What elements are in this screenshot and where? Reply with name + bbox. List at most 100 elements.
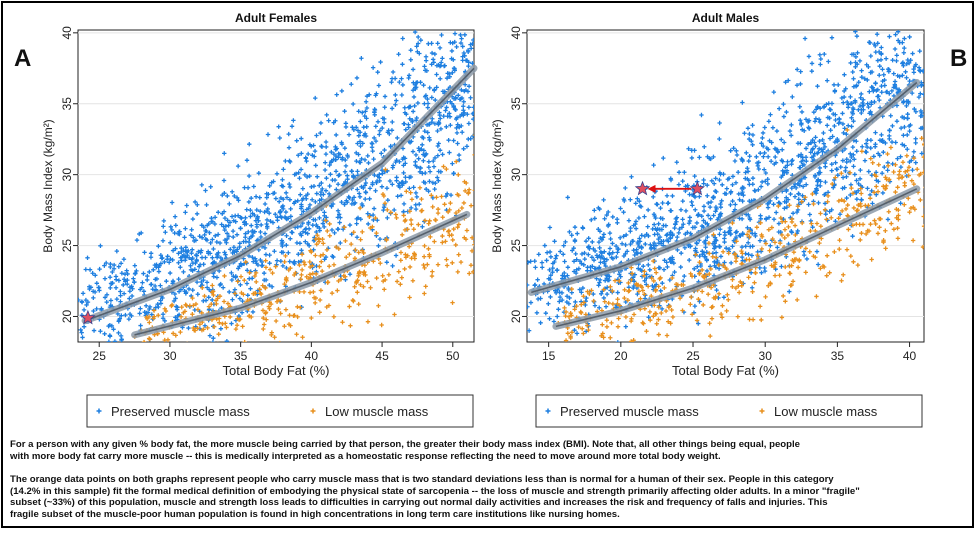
preserved-point	[848, 60, 853, 66]
low-point	[315, 233, 320, 238]
low-point	[464, 228, 470, 233]
preserved-point	[461, 146, 466, 152]
preserved-point	[586, 236, 591, 241]
preserved-point	[639, 245, 644, 251]
preserved-point	[283, 284, 288, 289]
low-point	[327, 221, 332, 227]
preserved-point	[116, 264, 122, 269]
preserved-point	[102, 263, 107, 268]
preserved-point	[304, 158, 309, 164]
preserved-point	[239, 262, 244, 268]
preserved-point	[224, 240, 229, 245]
preserved-point	[903, 69, 908, 75]
low-point	[782, 227, 788, 232]
preserved-point	[601, 256, 607, 262]
preserved-point	[713, 265, 719, 270]
preserved-point	[254, 207, 259, 213]
preserved-point	[440, 56, 445, 61]
preserved-point	[233, 275, 238, 280]
preserved-point	[848, 151, 853, 156]
low-point	[885, 151, 890, 157]
low-point	[642, 269, 647, 274]
x-axis-label: Total Body Fat (%)	[672, 363, 779, 378]
preserved-point	[597, 229, 603, 234]
preserved-point	[795, 228, 800, 234]
preserved-point	[906, 60, 912, 66]
preserved-point	[411, 185, 416, 190]
preserved-point	[422, 128, 427, 134]
preserved-point	[747, 198, 752, 204]
preserved-point	[731, 238, 737, 243]
low-point	[294, 332, 299, 337]
low-point	[242, 339, 247, 342]
preserved-point	[299, 151, 304, 156]
low-point	[822, 207, 828, 212]
preserved-point	[901, 63, 906, 68]
preserved-point	[466, 84, 472, 89]
preserved-point	[468, 46, 474, 51]
preserved-point	[805, 142, 811, 147]
low-point	[478, 180, 482, 184]
preserved-point	[895, 156, 900, 161]
preserved-point	[161, 224, 166, 229]
preserved-point	[548, 273, 554, 278]
preserved-point	[367, 196, 372, 202]
low-point	[922, 206, 924, 208]
preserved-point	[414, 85, 419, 90]
preserved-point	[672, 221, 678, 227]
x-tick-label: 45	[375, 349, 389, 363]
preserved-point	[581, 262, 587, 268]
preserved-point	[149, 312, 154, 317]
preserved-point	[118, 333, 124, 339]
low-point	[600, 322, 605, 327]
low-point	[814, 221, 820, 226]
preserved-point	[694, 250, 699, 255]
preserved-point	[792, 194, 798, 199]
preserved-point	[887, 136, 892, 142]
preserved-point	[363, 196, 368, 202]
preserved-point	[94, 306, 99, 312]
preserved-point	[436, 141, 441, 146]
preserved-point	[548, 294, 553, 300]
preserved-point	[714, 287, 719, 293]
preserved-point	[868, 53, 874, 59]
preserved-point	[471, 117, 474, 122]
preserved-point	[861, 97, 866, 102]
preserved-point	[190, 247, 195, 252]
preserved-point	[230, 297, 235, 302]
preserved-point	[692, 193, 697, 199]
preserved-point	[158, 253, 164, 258]
preserved-point	[435, 143, 441, 149]
preserved-point	[711, 154, 716, 160]
preserved-point	[430, 57, 436, 62]
preserved-point	[373, 138, 379, 144]
preserved-point	[723, 245, 729, 251]
preserved-point	[827, 115, 832, 121]
preserved-point	[197, 234, 202, 239]
preserved-point	[813, 135, 818, 140]
preserved-point	[893, 32, 898, 37]
preserved-point	[206, 221, 211, 227]
low-point	[374, 275, 379, 281]
preserved-point	[569, 233, 574, 238]
low-point	[144, 314, 149, 320]
preserved-point	[91, 308, 96, 314]
preserved-point	[849, 101, 855, 106]
low-point	[425, 262, 430, 267]
low-point	[827, 270, 832, 275]
low-point	[677, 296, 683, 301]
preserved-point	[183, 226, 188, 231]
low-point	[709, 305, 714, 310]
preserved-point	[745, 126, 751, 131]
low-point	[844, 247, 850, 252]
preserved-point	[303, 155, 308, 160]
preserved-point	[776, 106, 782, 111]
low-point	[832, 249, 837, 255]
preserved-point	[454, 130, 460, 136]
preserved-point	[269, 284, 275, 289]
preserved-point	[168, 224, 174, 230]
preserved-point	[274, 258, 280, 263]
preserved-point	[188, 263, 193, 268]
preserved-point	[267, 282, 272, 288]
low-point	[374, 230, 379, 236]
